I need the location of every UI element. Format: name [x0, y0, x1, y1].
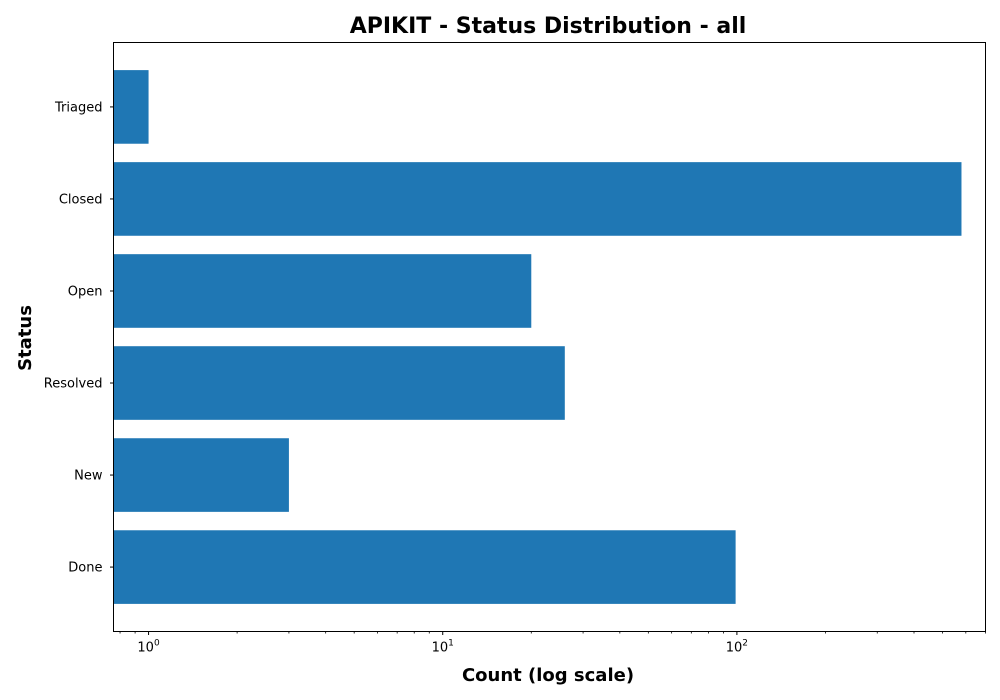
- y-tick-label: Triaged: [54, 100, 102, 115]
- y-axis-label: Status: [15, 305, 36, 371]
- y-tick-label: New: [74, 469, 103, 484]
- y-axis-ticks: Done New Resolved Open Closed Triaged: [44, 100, 114, 576]
- bar-done: [113, 530, 736, 604]
- x-tick-label: 100: [137, 639, 160, 656]
- bar-open: [113, 254, 532, 328]
- x-tick-label: 102: [726, 639, 748, 656]
- bar-new: [113, 438, 289, 512]
- bar-resolved: [113, 346, 565, 420]
- chart-title: APIKIT - Status Distribution - all: [350, 14, 747, 39]
- y-tick-label: Closed: [59, 192, 103, 207]
- x-axis-label: Count (log scale): [462, 665, 634, 686]
- y-tick-label: Open: [68, 284, 103, 299]
- bar-closed: [113, 162, 962, 236]
- plot-frame: [113, 42, 986, 632]
- y-tick-label: Resolved: [44, 377, 103, 392]
- bars: [113, 70, 962, 604]
- y-tick-label: Done: [68, 561, 102, 576]
- x-axis-ticks: 100 101 102: [119, 631, 986, 656]
- bar-triaged: [113, 70, 149, 144]
- x-tick-label: 101: [432, 639, 454, 656]
